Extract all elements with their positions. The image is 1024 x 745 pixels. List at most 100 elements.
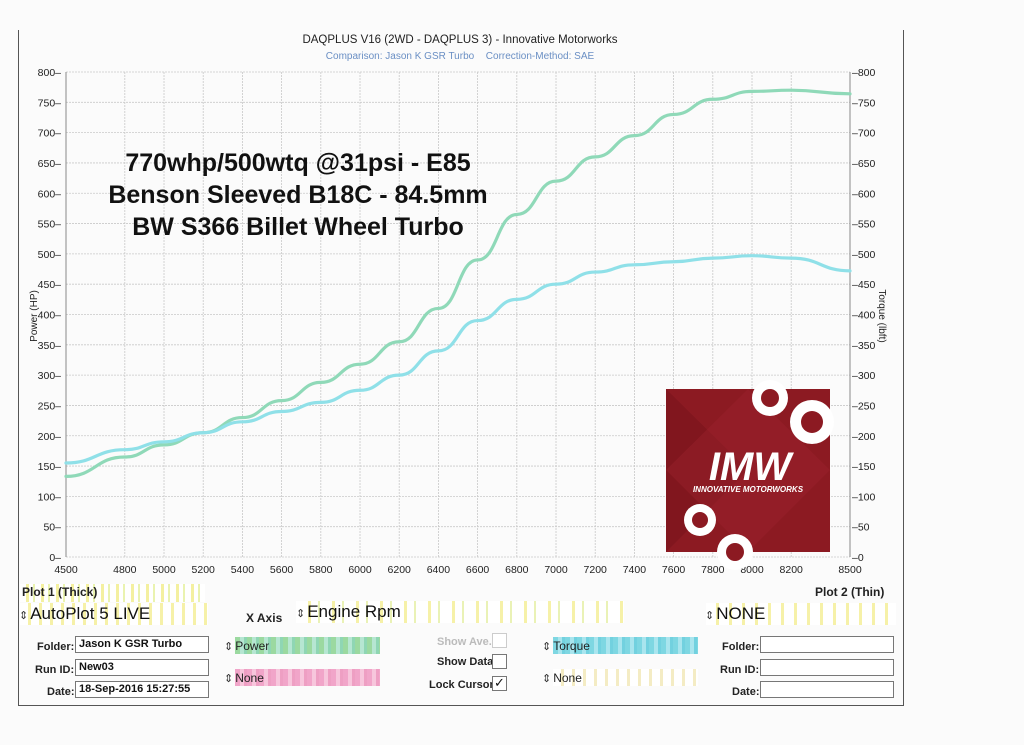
y-tick-label-left: 650– (38, 158, 62, 170)
date-label: Date: (47, 686, 75, 698)
x-tick-label: 5600 (270, 564, 294, 576)
series-point-torque (163, 440, 165, 443)
series-point-power (65, 475, 67, 478)
channel2-select[interactable]: ⇕ None (224, 671, 264, 685)
folder-field[interactable]: Jason K GSR Turbo (75, 636, 209, 653)
runid-label: Run ID: (35, 664, 75, 676)
series-point-power (751, 90, 753, 93)
y-axis-label-right: Torque (lbft) (876, 289, 887, 342)
channel2-strip (235, 669, 380, 686)
x-tick-label: 8200 (780, 564, 804, 576)
series-point-torque (437, 349, 440, 352)
x-tick-label: 7800 (701, 564, 725, 576)
y-tick-label-left: 50– (43, 522, 61, 534)
show-ave-label: Show Ave. (437, 636, 492, 648)
xaxis-select[interactable]: ⇕ Engine Rpm (296, 602, 401, 622)
series-point-power (280, 399, 283, 402)
folder-label: Folder: (37, 641, 75, 653)
series-point-torque (672, 260, 675, 263)
channel1-value: Power (235, 639, 270, 653)
y-tick-label-left: 100– (38, 491, 62, 503)
folder2-field[interactable] (760, 636, 894, 653)
show-ave-checkbox[interactable] (492, 633, 507, 648)
series-point-torque (241, 420, 244, 423)
date2-label: Date: (732, 686, 760, 698)
x-tick-label: 7200 (584, 564, 608, 576)
y-tick-label-left: 700– (38, 128, 62, 140)
series-point-power (633, 134, 636, 137)
spinner-icon[interactable]: ⇕ (224, 673, 234, 685)
runid-field[interactable]: New03 (75, 659, 209, 676)
series-point-power (594, 155, 597, 158)
y-tick-label-left: 800– (38, 67, 62, 79)
show-data-checkbox[interactable] (492, 654, 507, 669)
channel4-select[interactable]: ⇕ None (542, 671, 582, 685)
lock-cursor-label: Lock Cursor (429, 679, 494, 691)
channel3-select[interactable]: ⇕ Torque (542, 639, 590, 653)
annotation-line-2: Benson Sleeved B18C - 84.5mm (108, 181, 487, 209)
x-tick-label: 5800 (309, 564, 333, 576)
channel2-value: None (235, 671, 264, 685)
y-tick-label-right: –150 (852, 461, 876, 473)
series-point-power (163, 443, 165, 446)
x-tick-label: 5400 (231, 564, 255, 576)
imw-logo: IMW INNOVATIVE MOTORWORKS (666, 380, 834, 570)
y-tick-label-left: 150– (38, 461, 62, 473)
x-tick-label: 6800 (505, 564, 529, 576)
series-point-power (849, 92, 851, 95)
y-tick-label-right: –300 (852, 370, 876, 382)
date-field[interactable]: 18-Sep-2016 15:27:55 (75, 681, 209, 698)
y-tick-label-right: –50 (852, 522, 870, 534)
runid2-field[interactable] (760, 659, 894, 676)
spinner-icon[interactable]: ⇕ (705, 610, 715, 622)
y-tick-label-left: 550– (38, 219, 62, 231)
show-data-label: Show Data (437, 656, 494, 668)
y-tick-label-left: 250– (38, 400, 62, 412)
y-tick-label-right: –500 (852, 249, 876, 261)
series-point-power (555, 180, 557, 183)
xaxis-select-bg (296, 601, 624, 623)
series-point-torque (790, 257, 793, 260)
series-point-torque (711, 257, 714, 260)
spinner-icon[interactable]: ⇕ (296, 608, 306, 620)
y-tick-label-right: –350 (852, 340, 876, 352)
y-tick-label-left: 0– (49, 552, 61, 564)
series-point-torque (65, 462, 67, 464)
series-point-torque (398, 374, 401, 377)
y-tick-label-right: –400 (852, 310, 876, 322)
series-point-power (711, 98, 714, 101)
plot1-select[interactable]: ⇕ AutoPlot 5 LIVE (19, 604, 150, 624)
plot2-select[interactable]: ⇕ NONE (705, 604, 765, 624)
spinner-icon[interactable]: ⇕ (542, 673, 552, 685)
y-tick-label-left: 400– (38, 310, 62, 322)
spinner-icon[interactable]: ⇕ (19, 610, 29, 622)
series-point-power (241, 416, 244, 419)
xaxis-select-value: Engine Rpm (307, 602, 401, 621)
channel1-strip (235, 637, 380, 654)
series-point-torque (280, 410, 283, 413)
sheet-frame (18, 30, 904, 706)
y-tick-label-left: 350– (38, 340, 62, 352)
plot2-label: Plot 2 (Thin) (815, 585, 885, 599)
channel4-value: None (553, 671, 582, 685)
chart-correction: Correction-Method: SAE (486, 51, 595, 62)
x-tick-label: 4500 (54, 564, 78, 576)
chart-title: DAQPLUS V16 (2WD - DAQPLUS 3) - Innovati… (302, 34, 617, 46)
lock-cursor-checkbox[interactable]: ✓ (492, 676, 507, 691)
date2-field[interactable] (760, 681, 894, 698)
y-axis-label-left: Power (HP) (29, 290, 40, 342)
x-tick-label: 7600 (662, 564, 686, 576)
y-tick-label-left: 300– (38, 370, 62, 382)
series-point-torque (555, 283, 557, 286)
channel1-select[interactable]: ⇕ Power (224, 639, 269, 653)
spinner-icon[interactable]: ⇕ (224, 641, 234, 653)
chart-grid (65, 71, 851, 558)
x-tick-label: 6400 (427, 564, 451, 576)
series-point-power (437, 307, 440, 310)
series-point-torque (476, 319, 479, 322)
series-point-power (476, 259, 479, 261)
series-point-torque (319, 401, 322, 404)
series-point-torque (849, 269, 851, 272)
spinner-icon[interactable]: ⇕ (542, 641, 552, 653)
